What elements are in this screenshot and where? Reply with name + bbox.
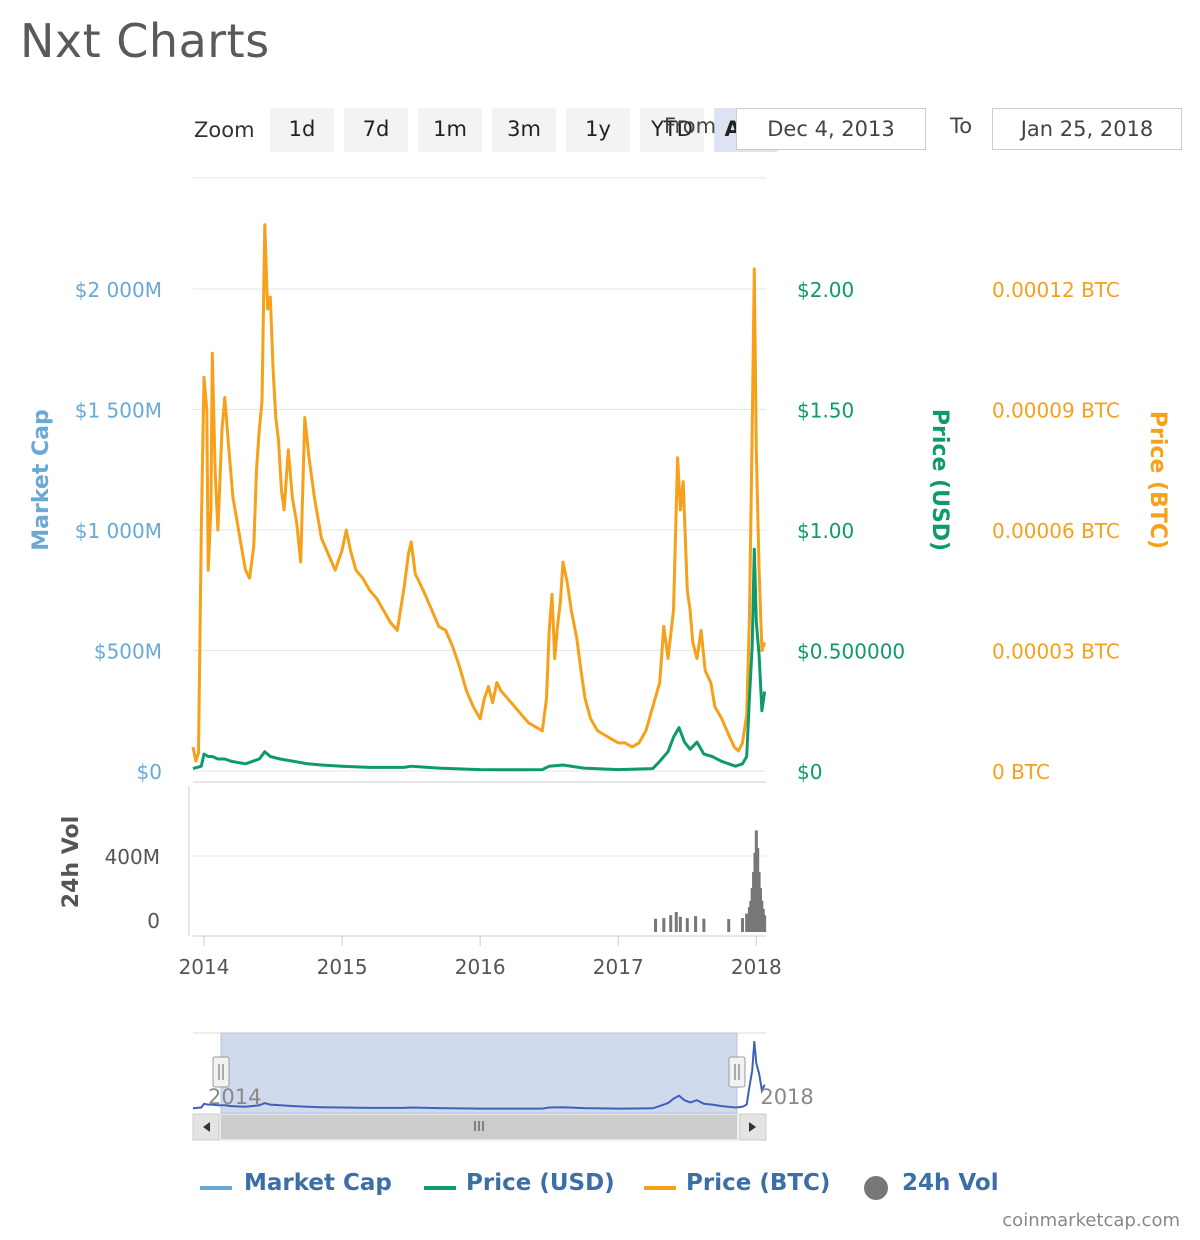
volume-axis-title: 24h Vol [59, 816, 84, 908]
series-price-btc-line [191, 223, 767, 763]
to-label: To [950, 114, 973, 138]
volume-tick-label: 0 [147, 909, 160, 933]
scroll-right-arrow-icon [749, 1122, 756, 1132]
navigator-tick-label: 2014 [208, 1085, 261, 1109]
x-tick-label: 2018 [731, 955, 782, 979]
volume-bar [763, 915, 767, 932]
axis-labels: $0 $500M $1 000M $1 500M $2 000M $0 $0.500000 $… [29, 278, 1170, 933]
price-btc-tick-label: 0.00006 BTC [992, 519, 1120, 543]
volume-bar [654, 918, 658, 932]
volume-bar [694, 916, 698, 932]
volume-bar [745, 913, 749, 932]
market-cap-tick-label: $1 500M [75, 399, 162, 423]
price-btc-tick-label: 0 BTC [992, 760, 1050, 784]
price-usd-tick-label: $1.00 [797, 519, 854, 543]
navigator[interactable]: 2014 2018 [192, 1032, 814, 1141]
scroll-left-arrow-icon [203, 1122, 210, 1132]
volume-tick-label: 400M [105, 845, 160, 869]
zoom-ytd-button[interactable]: YTD [640, 108, 704, 152]
price-usd-axis-title: Price (USD) [927, 409, 952, 551]
x-tick-label: 2016 [455, 955, 506, 979]
x-tick-label: 2014 [179, 955, 230, 979]
series-layer [191, 223, 767, 772]
legend-dot-24h-vol [864, 1176, 888, 1200]
legend-label: 24h Vol [902, 1170, 999, 1196]
price-usd-tick-label: $0.500000 [797, 640, 905, 664]
legend-label: Market Cap [244, 1170, 392, 1196]
from-label: From [664, 114, 717, 138]
price-btc-tick-label: 0.00009 BTC [992, 399, 1120, 423]
chart-grid [188, 177, 766, 937]
volume-bar [702, 918, 706, 932]
legend-label: Price (USD) [466, 1170, 615, 1196]
zoom-1d-button[interactable]: 1d [270, 108, 334, 152]
zoom-3m-button[interactable]: 3m [492, 108, 556, 152]
price-usd-tick-label: $2.00 [797, 278, 854, 302]
price-btc-tick-label: 0.00012 BTC [992, 278, 1120, 302]
zoom-1m-button[interactable]: 1m [418, 108, 482, 152]
zoom-7d-button[interactable]: 7d [344, 108, 408, 152]
volume-layer [654, 830, 767, 932]
navigator-tick-label: 2018 [760, 1085, 813, 1109]
navigator-selection[interactable] [220, 1032, 738, 1114]
market-cap-tick-label: $1 000M [75, 519, 162, 543]
zoom-label: Zoom [194, 118, 255, 142]
market-cap-tick-label: $500M [94, 640, 162, 664]
zoom-1y-button[interactable]: 1y [566, 108, 630, 152]
volume-bar [727, 919, 731, 932]
page-title: Nxt Charts [20, 14, 270, 68]
volume-bar [662, 918, 666, 932]
price-btc-tick-label: 0.00003 BTC [992, 640, 1120, 664]
legend-line-price-usd [424, 1186, 456, 1190]
volume-bar [741, 918, 745, 932]
credits-link[interactable]: coinmarketcap.com [1002, 1210, 1180, 1231]
market-cap-tick-label: $2 000M [75, 278, 162, 302]
market-cap-axis-title: Market Cap [29, 409, 54, 550]
price-usd-tick-label: $1.50 [797, 399, 854, 423]
volume-bar [678, 916, 682, 932]
legend-line-market-cap [200, 1186, 232, 1190]
series-price-usd-line [192, 547, 767, 772]
legend-label: Price (BTC) [686, 1170, 831, 1196]
volume-bar [669, 915, 673, 932]
navigator-handle-right[interactable] [728, 1056, 746, 1088]
volume-bar [674, 912, 678, 932]
legend-line-price-btc [644, 1186, 676, 1190]
from-date-input[interactable]: Dec 4, 2013 [736, 108, 926, 150]
price-btc-axis-title: Price (BTC) [1145, 411, 1170, 549]
navigator-series-line [192, 1041, 766, 1110]
price-usd-tick-label: $0 [797, 760, 822, 784]
x-axis: 2014 2015 2016 2017 2018 [179, 936, 782, 979]
x-tick-label: 2015 [317, 955, 368, 979]
market-cap-tick-label: $0 [137, 760, 162, 784]
x-tick-label: 2017 [593, 955, 644, 979]
navigator-handle-left[interactable] [212, 1056, 230, 1088]
volume-bar [685, 918, 689, 932]
to-date-input[interactable]: Jan 25, 2018 [992, 108, 1182, 150]
